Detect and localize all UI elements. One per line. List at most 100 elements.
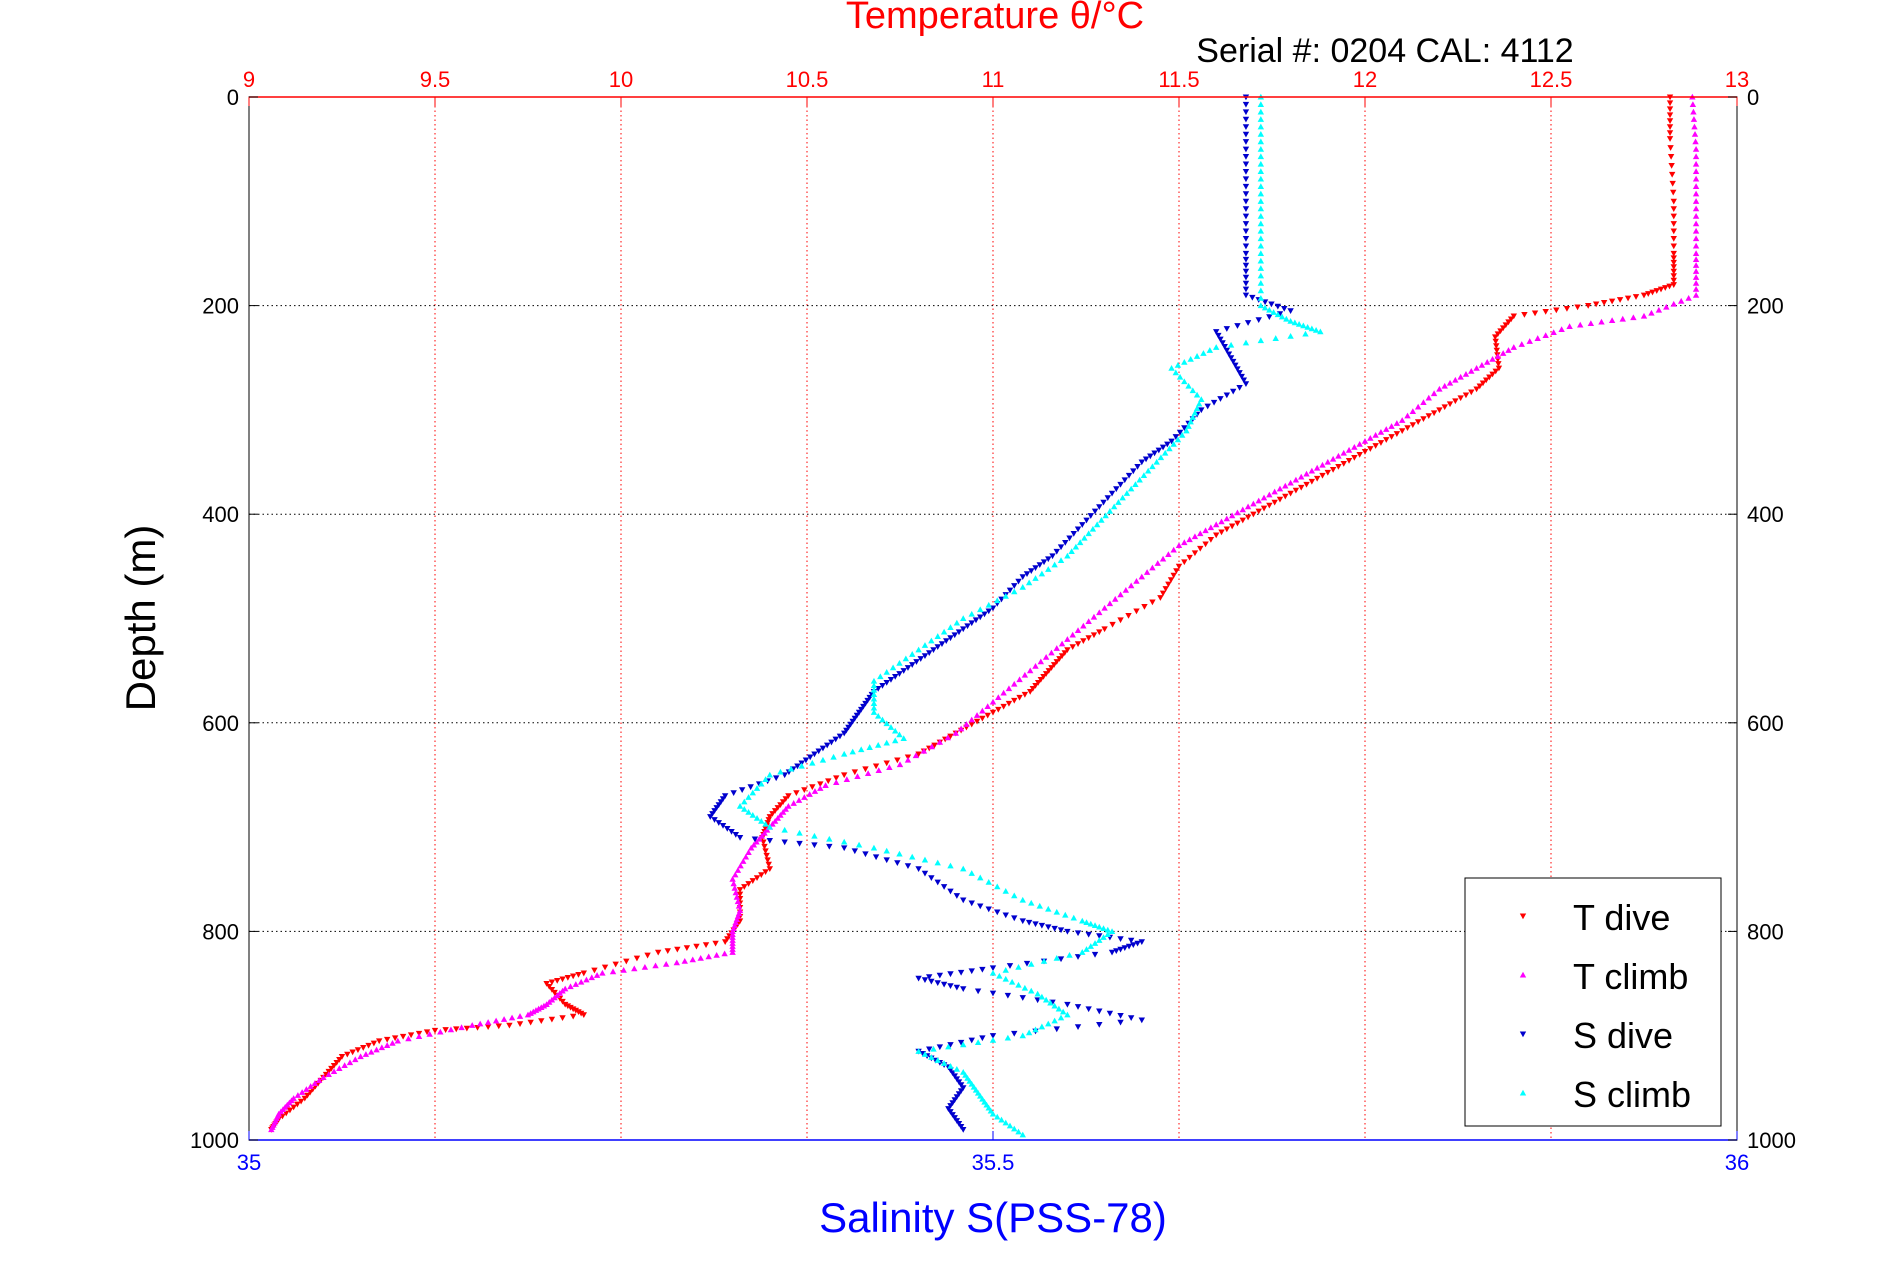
data-point [758,832,766,839]
data-point [1002,975,1009,982]
data-point [825,778,832,785]
data-point [1170,572,1177,579]
data-point [940,628,948,635]
data-point [1232,362,1239,369]
data-point [1242,274,1250,281]
data-point [736,887,744,893]
data-point [1242,381,1250,388]
data-point [1692,256,1700,262]
data-point [1242,176,1250,183]
data-point [1189,387,1197,394]
data-point [817,785,824,791]
data-point [1493,343,1500,350]
data-point [947,1103,954,1109]
data-point [1166,445,1173,452]
data-point [1257,116,1265,122]
data-point [802,757,810,764]
data-point [1025,579,1033,586]
data-point [1420,399,1427,406]
data-point [1388,434,1395,440]
data-point [909,662,916,668]
data-point [1117,481,1124,488]
data-point [761,843,768,850]
data-point [538,1018,545,1024]
data-point [1436,385,1443,392]
data-point [1016,694,1023,701]
data-point [577,978,585,985]
legend-label: S dive [1573,1015,1673,1056]
data-point [1250,511,1257,518]
data-point [705,953,712,960]
data-point [1257,190,1265,197]
data-point [781,826,788,833]
data-point [851,769,859,776]
data-point [458,1024,465,1031]
data-point [1292,487,1300,494]
data-point [713,952,720,958]
data-point [1242,235,1250,242]
data-point [766,814,773,820]
data-point [734,898,742,905]
data-point [1257,302,1265,309]
data-point [1181,539,1188,546]
data-point [1101,626,1108,633]
data-point [847,721,854,728]
data-point [729,943,736,949]
data-point [866,744,873,750]
data-point [1640,312,1648,319]
data-point [1023,571,1031,577]
x-bottom-tick-label: 36 [1725,1150,1749,1175]
data-point [951,1097,958,1103]
data-point [298,1089,306,1095]
data-point [1207,524,1215,531]
data-point [782,796,789,802]
data-point [294,1101,301,1108]
data-point [1244,320,1252,326]
data-point [1242,168,1250,175]
data-point [1110,503,1118,510]
data-point [567,983,574,990]
legend-label: S climb [1573,1074,1691,1115]
data-point [1329,466,1337,473]
data-point [1006,1122,1014,1129]
data-point [957,1082,965,1089]
data-point [1154,560,1161,566]
data-point [896,731,903,738]
data-point [609,968,617,975]
data-point [968,968,975,975]
data-point [940,981,948,988]
data-point [968,610,975,617]
data-point [1048,665,1055,671]
data-point [1064,552,1071,559]
data-point [341,1062,348,1069]
data-point [728,829,735,835]
data-point [963,721,970,727]
data-point [1025,919,1033,926]
data-point [875,741,882,748]
data-point [774,805,781,811]
data-point [1204,403,1211,410]
data-point [1051,1017,1058,1024]
data-point [1345,458,1353,464]
data-point [1186,536,1193,543]
data-point [702,942,710,949]
data-point [1372,443,1379,449]
data-point [915,646,922,653]
data-point [985,906,992,913]
data-point [1151,450,1158,457]
data-point [870,686,878,693]
data-point [1234,509,1241,516]
data-point [1668,162,1675,169]
data-point [949,1112,956,1118]
data-point [974,988,982,995]
data-point [1441,382,1448,389]
data-point [1034,680,1042,686]
data-point [1068,548,1075,555]
data-point [1492,368,1499,375]
data-point [1670,282,1677,288]
data-point [1670,277,1677,284]
data-point [1351,443,1358,450]
data-point [1127,1015,1135,1022]
data-point [1345,446,1353,453]
data-point [352,1056,359,1063]
